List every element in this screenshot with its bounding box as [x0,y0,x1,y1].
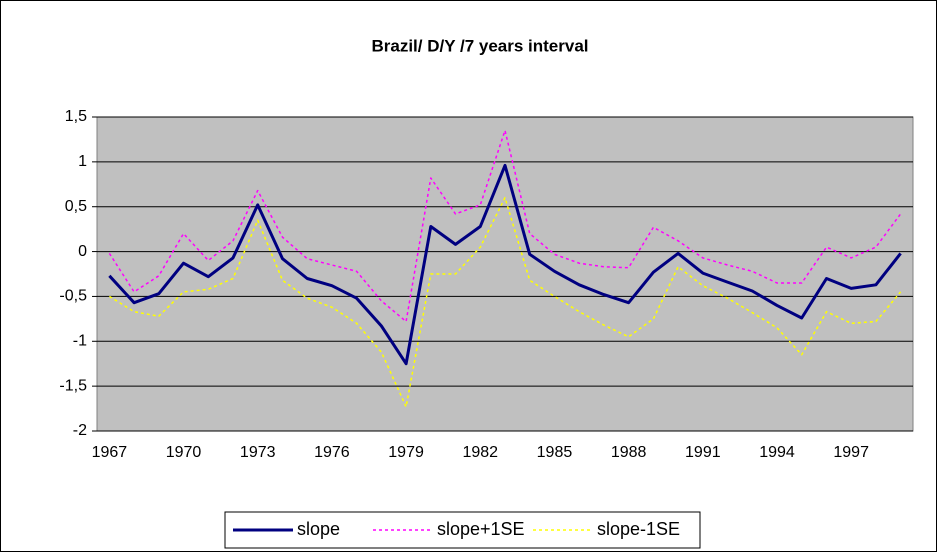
y-tick-label: -1 [73,333,87,350]
x-tick-label: 1973 [240,444,276,461]
series-line [108,129,902,323]
x-tick-label: 1982 [462,444,498,461]
y-tick-label: -1,5 [59,377,87,394]
y-tick-label: 0 [78,243,87,260]
x-tick-label: 1985 [537,444,573,461]
x-tick-label: 1997 [833,444,869,461]
y-tick-label: -0,5 [59,288,87,305]
legend-box [224,511,701,549]
legend-label: slope+1SE [437,519,525,539]
y-tick-label: 1 [78,153,87,170]
series-line [109,196,902,408]
y-tick-label: -2 [73,422,87,439]
legend-label: slope-1SE [597,519,680,539]
chart-title: Brazil/ D/Y /7 years interval [371,36,588,55]
x-tick-label: 1991 [685,444,721,461]
y-tick-label: 0,5 [65,198,87,215]
x-tick-label: 1976 [314,444,350,461]
x-tick-label: 1994 [759,444,795,461]
y-tick-label: 1,5 [65,108,87,125]
x-tick-label: 1970 [166,444,202,461]
x-tick-label: 1967 [92,444,128,461]
legend-label: slope [297,519,340,539]
x-tick-label: 1988 [611,444,647,461]
series-line [108,163,902,366]
x-tick-label: 1979 [388,444,424,461]
